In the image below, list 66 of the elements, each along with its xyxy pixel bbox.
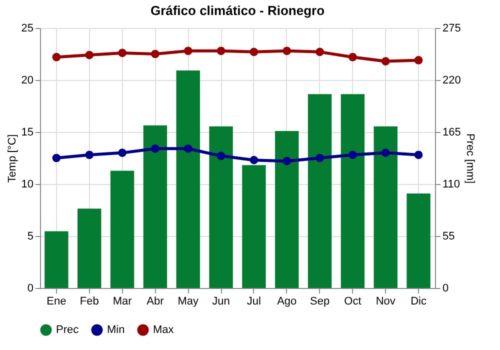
y2-tick-label: 220 <box>442 74 461 86</box>
point <box>316 154 324 162</box>
x-tick-label: May <box>178 296 200 308</box>
y-tick-label: 15 <box>21 126 34 138</box>
bar <box>209 126 233 288</box>
point <box>184 144 192 153</box>
x-tick-label: Abr <box>146 296 164 308</box>
point <box>216 152 226 160</box>
point <box>381 148 390 157</box>
y2-tick-label: 165 <box>442 126 461 138</box>
x-tick-label: Jul <box>246 296 261 308</box>
point <box>151 144 160 153</box>
point <box>348 150 357 160</box>
bar <box>44 231 68 288</box>
y2-tick-label: 110 <box>442 178 460 190</box>
legend-label: Prec <box>56 324 80 336</box>
point <box>85 50 94 60</box>
y-tick-label: 25 <box>21 22 34 34</box>
x-tick-label: Nov <box>376 296 396 308</box>
chart-title: Gráfico climático - Rionegro <box>150 3 325 18</box>
point <box>414 150 423 160</box>
bar <box>374 126 398 288</box>
bar <box>275 131 299 288</box>
y2-tick-label: 55 <box>442 230 455 242</box>
point <box>414 56 423 64</box>
bar <box>110 170 134 288</box>
point <box>250 156 258 164</box>
point <box>184 46 192 56</box>
x-tick-label: Ago <box>277 296 297 308</box>
point <box>52 154 61 162</box>
point <box>316 48 324 56</box>
x-tick-label: Jun <box>212 296 230 308</box>
point <box>52 52 61 62</box>
bar <box>143 125 168 288</box>
point <box>381 57 390 66</box>
point <box>85 150 94 160</box>
point <box>118 148 126 157</box>
y2-tick-label: 275 <box>442 22 461 34</box>
y-tick-label: 10 <box>21 178 34 190</box>
bar <box>78 208 102 288</box>
x-tick-label: Dic <box>410 296 427 308</box>
point <box>282 46 292 56</box>
x-tick-label: Feb <box>80 296 99 308</box>
x-tick-label: Oct <box>344 296 362 308</box>
bar <box>176 70 200 288</box>
y-tick-label: 20 <box>21 74 34 86</box>
bar <box>406 193 430 288</box>
legend-label: Min <box>107 324 125 336</box>
point <box>348 52 357 62</box>
x-tick-label: Ene <box>46 296 66 308</box>
point <box>151 50 160 58</box>
point <box>282 156 292 166</box>
y-tick-label: 5 <box>27 230 34 242</box>
point <box>250 48 258 56</box>
point <box>216 46 226 56</box>
y-tick-label: 0 <box>27 282 34 294</box>
legend-label: Max <box>153 324 174 336</box>
y2-tick-label: 0 <box>442 282 449 294</box>
bar <box>242 165 266 288</box>
point <box>118 48 126 58</box>
bar <box>308 94 332 288</box>
y-axis-title: Temp [°C] <box>6 134 18 183</box>
x-tick-label: Sep <box>310 296 330 308</box>
bar <box>340 94 365 288</box>
y2-axis-title: Prec [mm] <box>464 133 476 184</box>
x-tick-label: Mar <box>112 296 132 308</box>
